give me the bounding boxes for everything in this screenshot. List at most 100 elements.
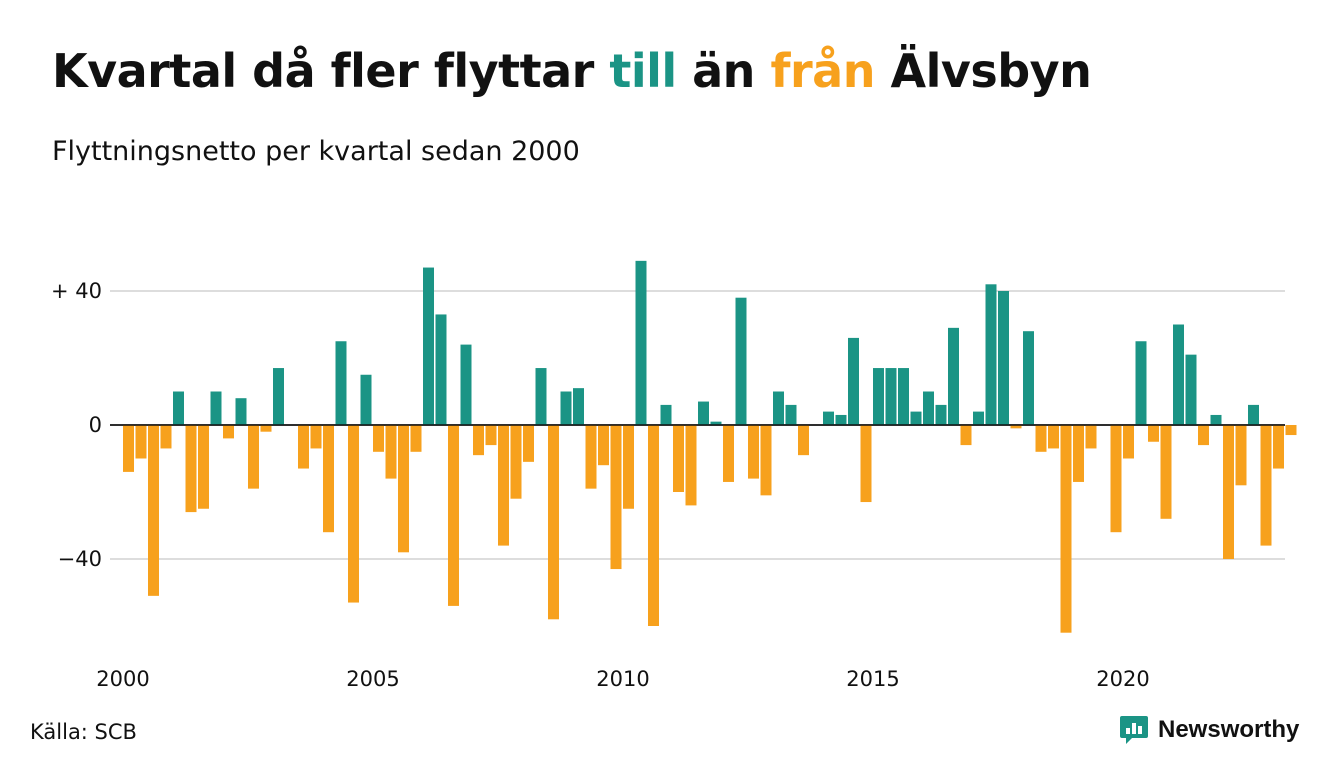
bar-positive [873,368,884,425]
bar-negative [1048,425,1059,449]
bar-negative [385,425,397,479]
bar-positive [1185,354,1197,425]
bar-negative [1123,425,1134,459]
y-tick-label: + 40 [51,279,102,303]
bar-positive [885,368,897,425]
source-note: Källa: SCB [30,720,137,744]
bar-negative [1198,425,1209,446]
bar-positive [560,391,572,425]
x-tick-label: 2010 [596,667,649,691]
bar-negative [1160,425,1172,519]
bar-negative [148,425,159,596]
bar-positive [1210,414,1222,425]
bar-negative [510,425,522,499]
bar-negative [1148,425,1159,442]
bar-negative [410,425,422,452]
bar-positive [923,391,934,425]
bar-negative [123,425,134,472]
brand-name: Newsworthy [1158,716,1300,743]
bar-positive [1173,324,1184,425]
bar-positive [173,391,184,425]
bar-negative [1085,425,1097,449]
bar-negative [198,425,209,509]
bar-negative [473,425,484,456]
bar-positive [335,341,347,425]
bar-positive [1023,331,1034,425]
bar-positive [660,404,672,425]
bar-negative [960,425,972,446]
bar-positive [848,337,859,425]
bar-positive [998,291,1009,425]
bar-negative [1073,425,1084,482]
bar-negative [160,425,172,449]
bar-positive [823,411,834,425]
y-tick-label: −40 [58,547,102,571]
bar-positive [273,368,284,425]
bar-positive [435,314,447,425]
bar-negative [485,425,497,446]
bar-positive [360,374,372,425]
title-part-5: Älvsbyn [874,44,1092,98]
bar-negative [548,425,559,620]
bars [123,260,1297,633]
x-tick-label: 2005 [346,667,399,691]
bar-negative [585,425,597,489]
bar-positive [935,404,947,425]
bar-positive [948,327,959,425]
bar-positive [535,368,547,425]
bar-negative [1285,425,1297,436]
bar-positive [898,368,909,425]
x-tick-label: 2020 [1096,667,1149,691]
chart-title: Kvartal då fler flyttar till än från Älv… [52,44,1092,98]
bar-negative [1273,425,1284,469]
x-tick-label: 2000 [96,667,149,691]
bar-negative [1010,425,1022,429]
y-tick-label: 0 [89,413,102,437]
bar-positive [698,401,709,425]
bar-positive [235,398,247,425]
bar-negative [860,425,872,503]
bar-negative [648,425,659,626]
bar-positive [1135,341,1147,425]
bar-negative [723,425,734,482]
bar-negative [1260,425,1272,546]
bar-negative [748,425,759,479]
bar-negative [185,425,197,513]
bar-negative [1235,425,1247,486]
bar-negative [348,425,359,603]
title-part-1: Kvartal då fler flyttar [52,44,610,98]
bar-negative [1060,425,1072,633]
chart-subtitle: Flyttningsnetto per kvartal sedan 2000 [52,136,580,167]
bar-negative [523,425,534,462]
bar-negative [323,425,334,533]
bar-positive [573,388,584,425]
bar-positive [635,260,647,425]
bar-negative [498,425,509,546]
bar-positive [973,411,984,425]
bar-negative [373,425,384,452]
bar-positive [910,411,922,425]
bar-negative [798,425,809,456]
bar-positive [735,297,747,425]
bar-negative [248,425,259,489]
bar-positive [773,391,784,425]
bar-negative [135,425,147,459]
bar-negative [623,425,634,509]
bar-negative [398,425,409,553]
bar-negative [260,425,272,432]
bar-negative [310,425,322,449]
bar-negative [610,425,622,570]
title-part-3: än [676,44,771,98]
bar-positive [785,404,797,425]
axis-labels: + 40 0 −40 2000 2005 2010 2015 2020 [51,279,1285,691]
bar-positive [460,344,472,425]
brand-logo: Newsworthy [1118,714,1299,746]
bar-negative [298,425,309,469]
bar-chart: + 40 0 −40 2000 2005 2010 2015 2020 [51,260,1297,691]
bar-positive [210,391,222,425]
bar-positive [1248,404,1259,425]
bar-negative [673,425,684,492]
bar-negative [760,425,772,496]
bar-negative [223,425,234,439]
bar-chart-speech-bubble-icon [1120,716,1148,744]
